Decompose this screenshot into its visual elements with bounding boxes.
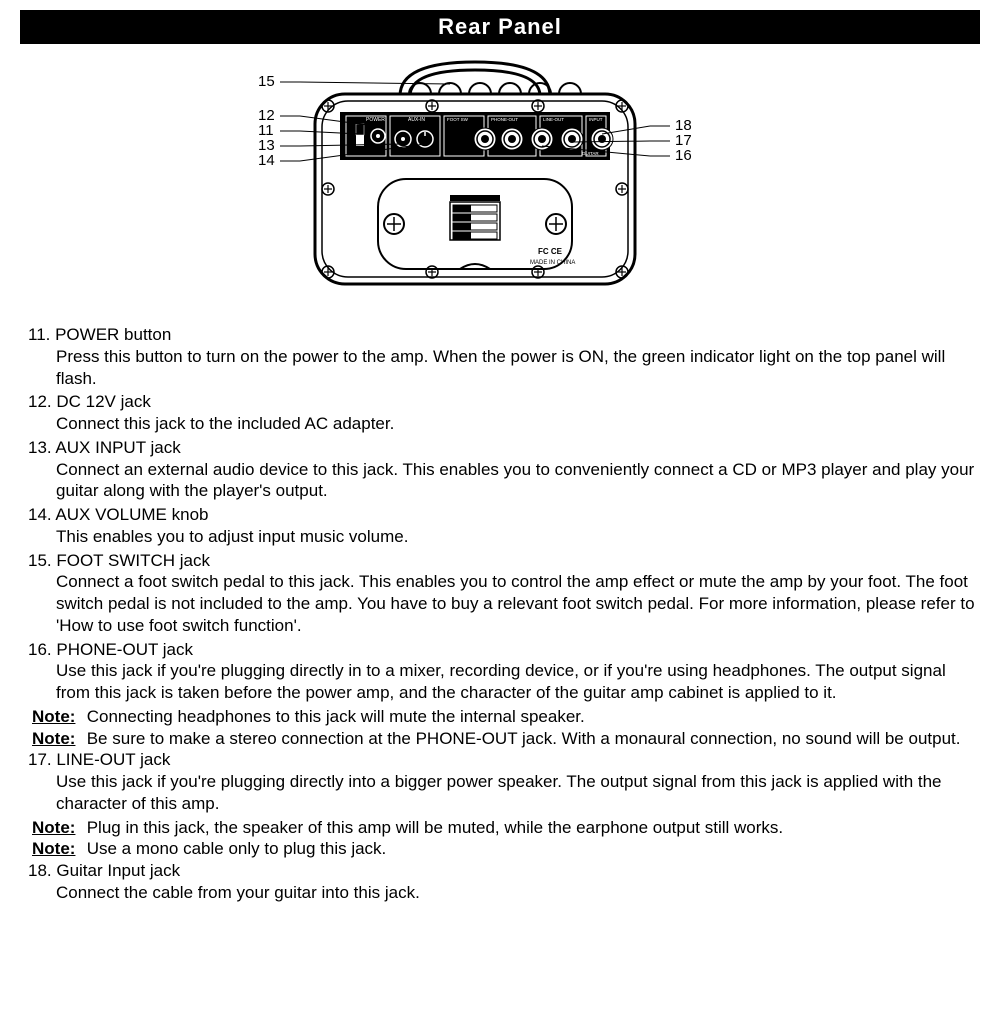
- item-title-18: 18. Guitar Input jack: [28, 860, 980, 882]
- item-desc: Use this jack if you're plugging directl…: [28, 771, 980, 815]
- item-title-11: 11. POWER button: [28, 324, 980, 346]
- item-14: 14. AUX VOLUME knobThis enables you to a…: [28, 504, 980, 548]
- svg-text:FC CE: FC CE: [538, 247, 563, 256]
- item-desc: Connect a foot switch pedal to this jack…: [28, 571, 980, 636]
- note-text: Use a mono cable only to plug this jack.: [82, 839, 386, 858]
- item-desc: Connect an external audio device to this…: [28, 459, 980, 503]
- svg-text:INPUT: INPUT: [589, 117, 603, 122]
- description-list: 11. POWER buttonPress this button to tur…: [0, 324, 1000, 904]
- item-title-12: 12. DC 12V jack: [28, 391, 980, 413]
- note: Note: Connecting headphones to this jack…: [28, 706, 980, 728]
- svg-text:MADE IN CHINA: MADE IN CHINA: [530, 260, 575, 266]
- svg-text:PHONE-OUT: PHONE-OUT: [491, 117, 518, 122]
- item-title-17: 17. LINE-OUT jack: [28, 749, 980, 771]
- item-13: 13. AUX INPUT jackConnect an external au…: [28, 437, 980, 502]
- rear-panel-diagram: POWER AUX-IN FOOT SW PHONE-OUT LINE-OUT INPUT…: [150, 54, 850, 314]
- note-label: Note:: [32, 817, 82, 839]
- svg-text:LINE-OUT: LINE-OUT: [543, 117, 564, 122]
- item-desc: Connect this jack to the included AC ada…: [28, 413, 980, 435]
- item-12: 12. DC 12V jackConnect this jack to the …: [28, 391, 980, 435]
- item-title-16: 16. PHONE-OUT jack: [28, 639, 980, 661]
- svg-text:GUITAR: GUITAR: [582, 151, 599, 156]
- callout-16: 16: [675, 147, 692, 164]
- note-text: Be sure to make a stereo connection at t…: [82, 729, 960, 748]
- item-desc: Press this button to turn on the power t…: [28, 346, 980, 390]
- item-desc: Connect the cable from your guitar into …: [28, 882, 980, 904]
- note: Note: Be sure to make a stereo connectio…: [28, 728, 980, 750]
- note-label: Note:: [32, 706, 82, 728]
- item-title-15: 15. FOOT SWITCH jack: [28, 550, 980, 572]
- callout-15: 15: [258, 73, 275, 90]
- note: Note: Plug in this jack, the speaker of …: [28, 817, 980, 839]
- item-desc: Use this jack if you're plugging directl…: [28, 660, 980, 704]
- item-18: 18. Guitar Input jackConnect the cable f…: [28, 860, 980, 904]
- item-11: 11. POWER buttonPress this button to tur…: [28, 324, 980, 389]
- note: Note: Use a mono cable only to plug this…: [28, 838, 980, 860]
- item-title-13: 13. AUX INPUT jack: [28, 437, 980, 459]
- note-text: Plug in this jack, the speaker of this a…: [82, 818, 783, 837]
- item-15: 15. FOOT SWITCH jackConnect a foot switc…: [28, 550, 980, 637]
- svg-text:POWER: POWER: [366, 117, 385, 123]
- callout-14: 14: [258, 152, 275, 169]
- note-text: Connecting headphones to this jack will …: [82, 707, 585, 726]
- note-label: Note:: [32, 838, 82, 860]
- item-title-14: 14. AUX VOLUME knob: [28, 504, 980, 526]
- note-label: Note:: [32, 728, 82, 750]
- item-desc: This enables you to adjust input music v…: [28, 526, 980, 548]
- svg-text:FOOT SW: FOOT SW: [447, 117, 469, 122]
- section-header: Rear Panel: [20, 10, 980, 44]
- item-17: 17. LINE-OUT jackUse this jack if you're…: [28, 749, 980, 814]
- svg-text:AUX-IN: AUX-IN: [408, 117, 425, 123]
- item-16: 16. PHONE-OUT jackUse this jack if you'r…: [28, 639, 980, 704]
